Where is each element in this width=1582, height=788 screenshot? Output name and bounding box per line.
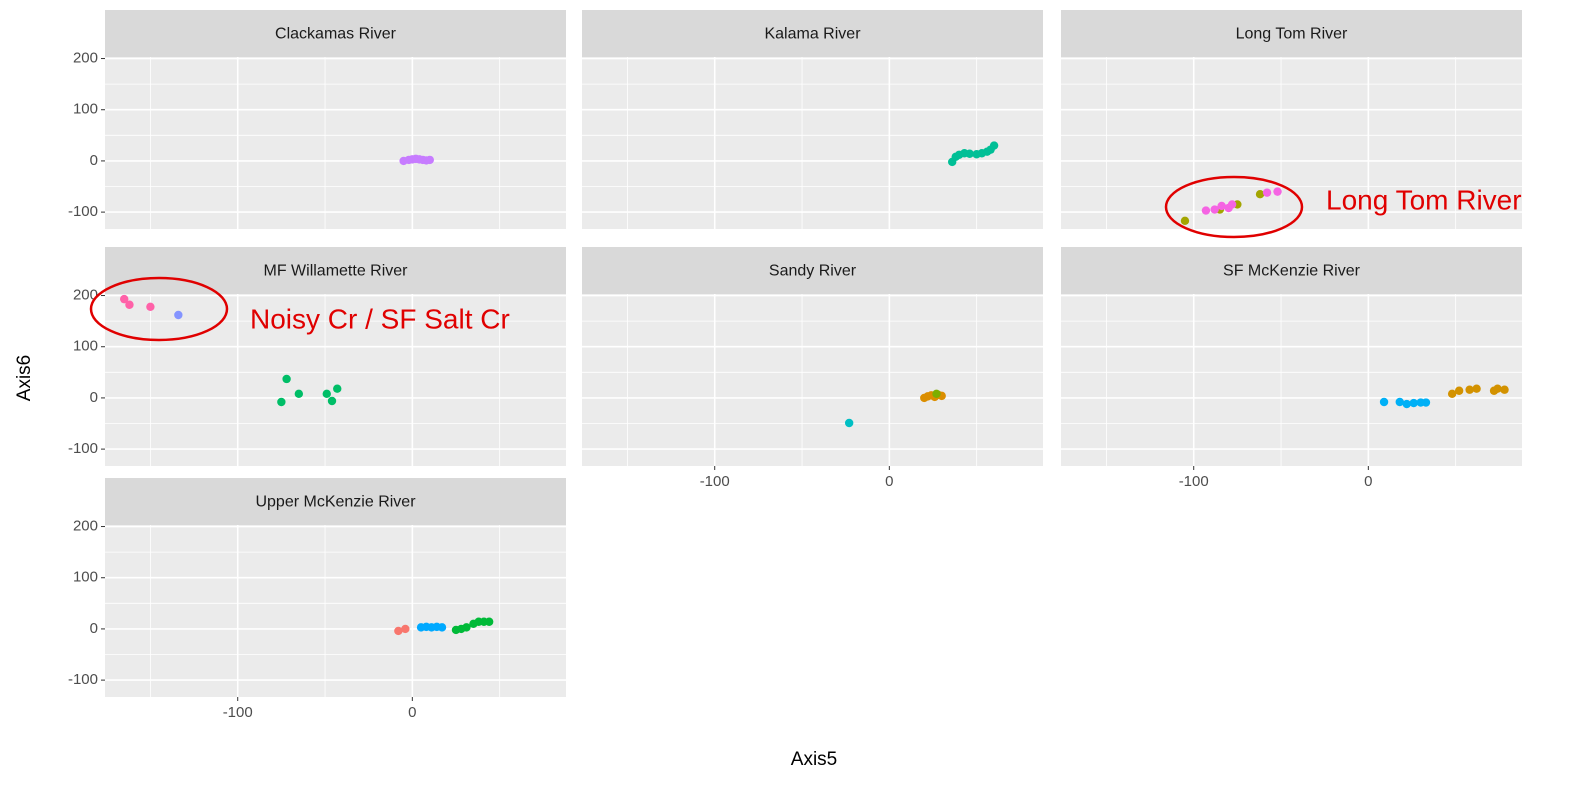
plot-area [105, 294, 566, 466]
y-tick-label: 100 [73, 569, 98, 586]
x-tick-label: 0 [885, 473, 893, 490]
plot-area [1061, 57, 1522, 229]
plot-area [1061, 294, 1522, 466]
point [425, 155, 434, 165]
facets: Clackamas River -100 0 100 200 Kalama River Lo… [68, 10, 1522, 721]
annotation: Long Tom River [1326, 184, 1522, 215]
facet-title: Long Tom River [1236, 26, 1348, 43]
point [1379, 397, 1389, 407]
point [327, 396, 337, 406]
point [1201, 206, 1211, 215]
y-tick-label: 200 [73, 287, 98, 304]
plot-area [105, 57, 566, 229]
y-tick-label: 100 [73, 101, 98, 118]
plot-area [105, 525, 566, 697]
point [1395, 397, 1404, 407]
point [1421, 398, 1431, 407]
point [1180, 216, 1190, 226]
y-tick-label: 200 [73, 50, 98, 67]
x-axis-label: Axis5 [791, 749, 837, 770]
point [965, 149, 974, 158]
y-tick-label: -100 [68, 440, 98, 457]
point [1447, 389, 1457, 399]
strip [105, 478, 566, 525]
y-tick-label: 0 [90, 389, 98, 406]
point [120, 294, 129, 304]
point [1409, 398, 1418, 408]
point [1273, 187, 1282, 196]
x-tick-label: -100 [223, 704, 253, 721]
point [989, 141, 999, 150]
annotation: Noisy Cr / SF Salt Cr [250, 303, 510, 334]
point [1465, 385, 1474, 394]
point [282, 374, 291, 384]
x-tick-label: -100 [1179, 473, 1209, 490]
plot-area [582, 294, 1043, 466]
point [333, 384, 342, 393]
strip [582, 10, 1043, 57]
point [1493, 384, 1502, 393]
x-tick-label: -100 [700, 473, 730, 490]
point [437, 623, 447, 632]
facet-title: Kalama River [764, 26, 861, 43]
point [844, 418, 854, 428]
highlight-ellipse [89, 276, 229, 342]
point [146, 302, 155, 311]
facet-title: Upper McKenzie River [255, 494, 416, 511]
x-tick-label: 0 [408, 704, 416, 721]
facet-title: MF Willamette River [263, 263, 408, 280]
y-tick-label: -100 [68, 671, 98, 688]
highlight-ellipse [1164, 175, 1304, 239]
point [462, 623, 471, 632]
facet-title: SF McKenzie River [1223, 263, 1361, 280]
point [322, 389, 331, 399]
point [1227, 200, 1237, 209]
point [932, 389, 941, 399]
point [1255, 189, 1265, 199]
point [1472, 384, 1481, 393]
strip [582, 247, 1043, 294]
point [484, 617, 494, 626]
point [1262, 188, 1272, 197]
point [174, 310, 183, 320]
plot-area [582, 57, 1043, 229]
y-tick-label: 100 [73, 338, 98, 355]
y-tick-label: 200 [73, 518, 98, 535]
y-tick-label: 0 [90, 620, 98, 637]
facet-title: Clackamas River [275, 26, 397, 43]
y-tick-label: -100 [68, 203, 98, 220]
strip [1061, 10, 1522, 57]
point [294, 389, 304, 399]
strip [105, 10, 566, 57]
point [125, 300, 134, 309]
strip [1061, 247, 1522, 294]
y-axis-label: Axis6 [14, 355, 35, 401]
point [1454, 386, 1464, 395]
point [394, 626, 403, 636]
y-tick-label: 0 [90, 152, 98, 169]
point [1210, 205, 1219, 214]
point [277, 397, 286, 407]
point [401, 624, 410, 634]
x-tick-label: 0 [1364, 473, 1372, 490]
facet-title: Sandy River [769, 263, 857, 280]
point [1217, 201, 1226, 211]
point [1402, 399, 1411, 409]
point [1500, 385, 1509, 394]
strip [105, 247, 566, 294]
